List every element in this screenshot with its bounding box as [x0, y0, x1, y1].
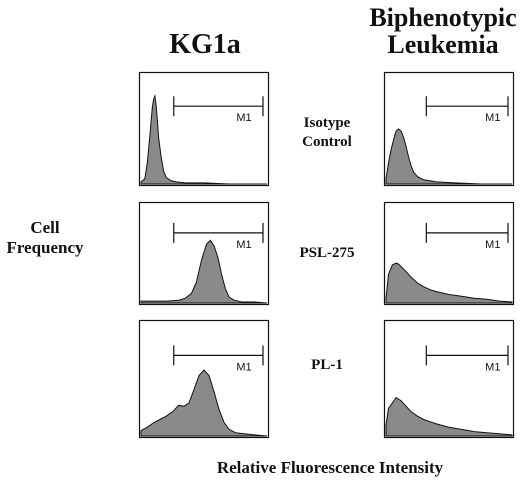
gate-marker-m1 [173, 96, 264, 117]
histogram-biphenotypic-isotype-control: M1 [383, 71, 515, 187]
panel-frame [383, 71, 515, 187]
column-title-line2: Leukemia [387, 30, 499, 60]
histogram-kg1a-pl-1: M1 [138, 319, 270, 439]
y-axis-label-line1: Cell [30, 218, 60, 237]
histogram-biphenotypic-pl-1: M1 [383, 319, 515, 439]
gate-marker-m1 [173, 345, 264, 366]
panel-frame [383, 201, 515, 306]
histogram-area [140, 369, 268, 437]
histogram-kg1a-isotype-control: M1 [138, 71, 270, 187]
y-axis-label-line2: Frequency [6, 238, 84, 258]
gate-marker-m1 [425, 96, 509, 117]
column-title-biphenotypic-leukemia: Biphenotypic Leukemia [368, 4, 518, 59]
column-title-line1: Biphenotypic [369, 3, 517, 32]
row-label-pl-1: PL-1 [311, 357, 343, 373]
x-axis-label: Relative Fluorescence Intensity [216, 458, 444, 477]
row-label-psl-275: PSL-275 [299, 245, 355, 261]
histogram-area [140, 94, 267, 185]
gate-label-m1: M1 [485, 112, 500, 124]
gate-label-m1: M1 [236, 112, 251, 124]
histogram-area [385, 128, 512, 185]
histogram-biphenotypic-psl-275: M1 [383, 201, 515, 306]
row-label-isotype-control: Isotype Control [272, 114, 382, 152]
gate-marker-m1 [173, 222, 264, 243]
histogram-kg1a-psl-275: M1 [138, 201, 270, 306]
histogram-area [140, 239, 268, 304]
panel-frame [138, 319, 270, 439]
histogram-area [385, 262, 513, 304]
panel-frame [138, 71, 270, 187]
panel-frame [138, 201, 270, 306]
histogram-area [385, 396, 513, 437]
gate-label-m1: M1 [236, 361, 251, 373]
y-axis-label: Cell Frequency [0, 218, 90, 259]
gate-marker-m1 [425, 345, 509, 366]
gate-marker-m1 [425, 222, 509, 243]
column-title-kg1a: KG1a [169, 29, 241, 60]
row-label-line1: Isotype [303, 115, 351, 131]
panel-frame [383, 319, 515, 439]
row-label-line2: Control [302, 133, 352, 150]
gate-label-m1: M1 [485, 239, 500, 251]
gate-label-m1: M1 [485, 361, 500, 373]
gate-label-m1: M1 [236, 239, 251, 251]
